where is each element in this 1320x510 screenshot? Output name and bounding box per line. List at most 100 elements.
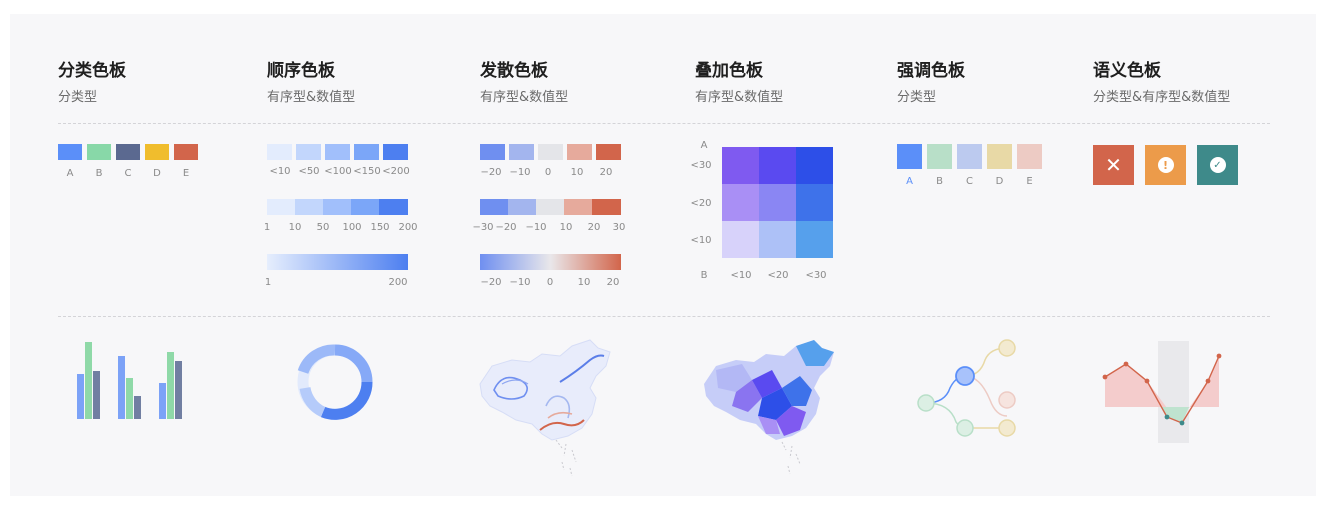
emphasis-label: D xyxy=(995,176,1004,187)
tree-node xyxy=(998,419,1016,437)
seq-label: <200 xyxy=(382,166,410,177)
div-swatch xyxy=(567,144,592,160)
div-swatch xyxy=(509,144,534,160)
diverging-map-illustration xyxy=(479,339,611,477)
seq-label: 200 xyxy=(388,277,408,288)
grouped-bar-illustration xyxy=(77,342,182,419)
emphasis-label-highlight: A xyxy=(906,176,913,187)
seq-swatch xyxy=(351,199,379,215)
illustration-bar xyxy=(77,374,84,419)
emphasis-label: E xyxy=(1026,176,1033,187)
div-swatch xyxy=(480,144,505,160)
div-gradient xyxy=(480,254,621,270)
overlay-x-label: <30 xyxy=(805,270,827,281)
div-label: 0 xyxy=(546,277,554,288)
tree-node xyxy=(956,419,974,437)
line-point xyxy=(1216,353,1222,359)
swatch-label: C xyxy=(124,168,132,179)
column-subtitle: 分类型&有序型&数值型 xyxy=(1093,90,1231,105)
seq-label: <10 xyxy=(269,166,291,177)
emphasis-swatch-b xyxy=(927,144,952,169)
line-point xyxy=(1102,374,1108,380)
palette-overview-panel: 分类色板 分类型 顺序色板 有序型&数值型 发散色板 有序型&数值型 叠加色板 … xyxy=(10,14,1316,496)
emphasis-swatch-a xyxy=(897,144,922,169)
div-swatch xyxy=(538,144,563,160)
overlay-x-label: <10 xyxy=(730,270,752,281)
illustration-bar xyxy=(134,396,141,419)
seq-label: 150 xyxy=(370,222,390,233)
semantic-area-illustration xyxy=(1102,341,1222,443)
div-label: 0 xyxy=(544,167,552,178)
tree-node xyxy=(917,394,935,412)
column-subtitle: 有序型&数值型 xyxy=(695,90,784,105)
column-subtitle: 有序型&数值型 xyxy=(480,90,569,105)
div-label: −30 xyxy=(472,222,494,233)
div-swatch xyxy=(480,199,508,215)
emphasis-label: B xyxy=(936,176,943,187)
div-label: −10 xyxy=(509,167,531,178)
seq-label: 200 xyxy=(398,222,418,233)
overlay-x-label: <20 xyxy=(767,270,789,281)
swatch-label: B xyxy=(95,168,103,179)
emphasis-label: C xyxy=(966,176,973,187)
warning-glyph: ! xyxy=(1157,157,1174,173)
seq-swatch xyxy=(354,144,379,160)
seq-label: 1 xyxy=(264,277,272,288)
div-label: −20 xyxy=(480,277,502,288)
div-label: 20 xyxy=(587,222,601,233)
overlay-cell xyxy=(722,147,759,184)
column-subtitle: 分类型 xyxy=(58,90,98,105)
column-title: 语义色板 xyxy=(1093,61,1161,81)
line-point xyxy=(1164,414,1170,420)
swatch-d xyxy=(145,144,169,160)
seq-swatch xyxy=(383,144,408,160)
div-swatch xyxy=(508,199,536,215)
donut-illustration xyxy=(297,344,373,420)
seq-label: <150 xyxy=(353,166,381,177)
illustration-bar xyxy=(85,342,92,419)
close-icon: ✕ xyxy=(1093,145,1134,185)
illustration-bar xyxy=(93,371,100,419)
tree-node xyxy=(998,391,1016,409)
check-glyph: ✓ xyxy=(1209,157,1226,173)
div-swatch xyxy=(592,199,621,215)
seq-swatch xyxy=(323,199,351,215)
seq-label: <100 xyxy=(324,166,352,177)
div-swatch xyxy=(536,199,564,215)
div-label: 10 xyxy=(577,277,591,288)
seq-swatch xyxy=(267,199,295,215)
overlay-cell xyxy=(759,221,796,258)
overlay-axis-b: B xyxy=(700,270,708,281)
div-swatch xyxy=(564,199,592,215)
div-label: 20 xyxy=(606,277,620,288)
overlay-cell xyxy=(796,221,833,258)
divider-bottom xyxy=(58,316,1270,317)
line-point xyxy=(1144,378,1150,384)
donut-segment xyxy=(299,386,326,417)
seq-swatch xyxy=(379,199,408,215)
error-glyph: ✕ xyxy=(1105,153,1122,177)
column-title: 分类色板 xyxy=(58,61,126,81)
seq-label: 50 xyxy=(316,222,330,233)
column-title: 强调色板 xyxy=(897,61,965,81)
overlay-y-label: <10 xyxy=(690,235,712,246)
donut-segment xyxy=(334,344,373,383)
tree-node xyxy=(998,339,1016,357)
emphasis-swatch-d xyxy=(987,144,1012,169)
line-point xyxy=(1205,378,1211,384)
divider-top xyxy=(58,123,1270,124)
div-label: −10 xyxy=(525,222,547,233)
column-subtitle: 有序型&数值型 xyxy=(267,90,356,105)
illustration-bar xyxy=(118,356,125,419)
swatch-label: A xyxy=(66,168,74,179)
swatch-c xyxy=(116,144,140,160)
seq-swatch xyxy=(295,199,323,215)
swatch-b xyxy=(87,144,111,160)
overlay-axis-a: A xyxy=(700,140,708,151)
column-title: 顺序色板 xyxy=(267,61,335,81)
overlay-y-label: <30 xyxy=(690,160,712,171)
div-label: −20 xyxy=(480,167,502,178)
warning-icon: ! xyxy=(1145,145,1186,185)
div-label: 10 xyxy=(570,167,584,178)
seq-label: 1 xyxy=(263,222,271,233)
